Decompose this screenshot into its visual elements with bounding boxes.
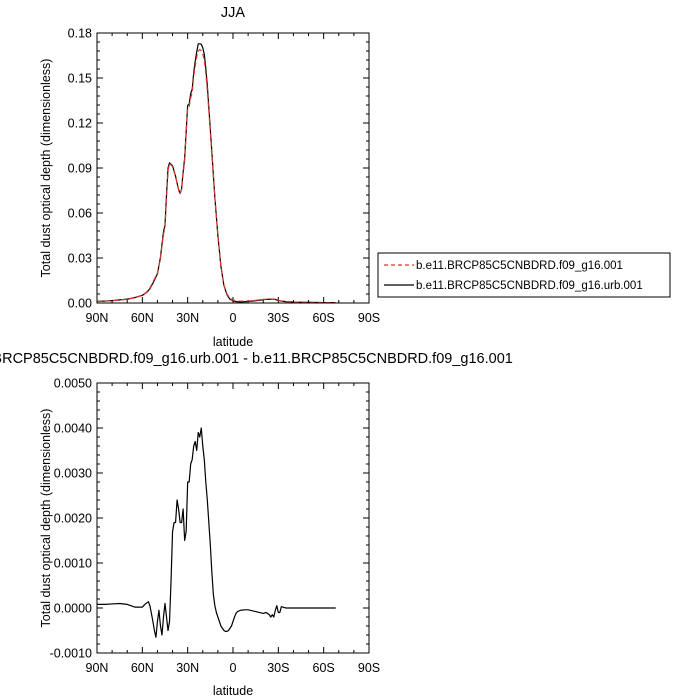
top-axes: 90N 60N 30N 0 30S 60S 90S 0.00 0.03 0.06 0.09 0.12 0…	[68, 27, 380, 326]
bottom-x-tick-label: 0	[230, 661, 237, 675]
top-series-line-1	[96, 48, 336, 304]
bottom-x-axis-label: latitude	[213, 684, 253, 698]
top-x-tick-label: 60S	[313, 311, 335, 325]
top-y-tick-label: 0.12	[68, 117, 92, 131]
bottom-y-tick-label: 0.0020	[54, 512, 92, 526]
top-y-tick-label: 0.15	[68, 72, 92, 86]
bottom-y-tick-label: 0.0050	[54, 377, 92, 391]
top-y-tick-label: 0.03	[68, 252, 92, 266]
bottom-x-tick-label: 30N	[176, 661, 199, 675]
bottom-axes: 90N 60N 30N 0 30S 60S 90S -0.0010 0.0000 0.0010 0.…	[50, 377, 381, 676]
top-y-tick-label: 0.09	[68, 162, 92, 176]
top-y-tick-label: 0.06	[68, 207, 92, 221]
top-chart-title: JJA	[221, 5, 246, 21]
bottom-series-line-1	[97, 427, 336, 638]
bottom-y-axis-label: Total dust optical depth (dimensionless)	[39, 409, 53, 628]
bottom-x-tick-label: 30S	[267, 661, 289, 675]
top-x-tick-label: 90S	[358, 311, 380, 325]
top-x-tick-label: 30S	[267, 311, 289, 325]
top-plot-frame	[96, 32, 370, 304]
legend-label-series-2: b.e11.BRCP85C5CNBDRD.f09_g16.urb.001	[416, 280, 643, 292]
top-x-axis-label: latitude	[213, 335, 253, 349]
top-x-tick-label: 60N	[131, 311, 154, 325]
bottom-series-lines	[97, 427, 336, 638]
top-y-tick-label: 0.00	[68, 297, 92, 311]
top-x-tick-label: 0	[230, 311, 237, 325]
bottom-chart-title: b.e11.BRCP85C5CNBDRD.f09_g16.urb.001 - b…	[0, 351, 513, 367]
bottom-y-tick-label: 0.0040	[54, 422, 92, 436]
top-panel: JJA Total dust optical depth (dimensionl…	[39, 5, 380, 349]
bottom-x-tick-label: 60N	[131, 661, 154, 675]
bottom-x-tick-label: 60S	[313, 661, 335, 675]
top-x-tick-label: 30N	[176, 311, 199, 325]
top-series-line-2	[96, 43, 336, 304]
bottom-panel: b.e11.BRCP85C5CNBDRD.f09_g16.urb.001 - b…	[0, 351, 513, 698]
bottom-plot-frame	[96, 382, 370, 654]
top-y-axis-label: Total dust optical depth (dimensionless)	[39, 59, 53, 278]
top-series-lines	[96, 43, 336, 304]
bottom-y-tick-label: 0.0000	[54, 602, 92, 616]
bottom-y-tick-label: 0.0010	[54, 557, 92, 571]
bottom-y-tick-label: 0.0030	[54, 467, 92, 481]
legend-box	[377, 252, 671, 298]
legend: b.e11.BRCP85C5CNBDRD.f09_g16.001 b.e11.B…	[377, 252, 671, 298]
top-y-tick-label: 0.18	[68, 27, 92, 41]
legend-label-series-1: b.e11.BRCP85C5CNBDRD.f09_g16.001	[416, 260, 623, 272]
bottom-y-tick-label: -0.0010	[50, 647, 92, 661]
bottom-x-tick-label: 90S	[358, 661, 380, 675]
top-x-tick-label: 90N	[86, 311, 109, 325]
bottom-x-tick-label: 90N	[86, 661, 109, 675]
